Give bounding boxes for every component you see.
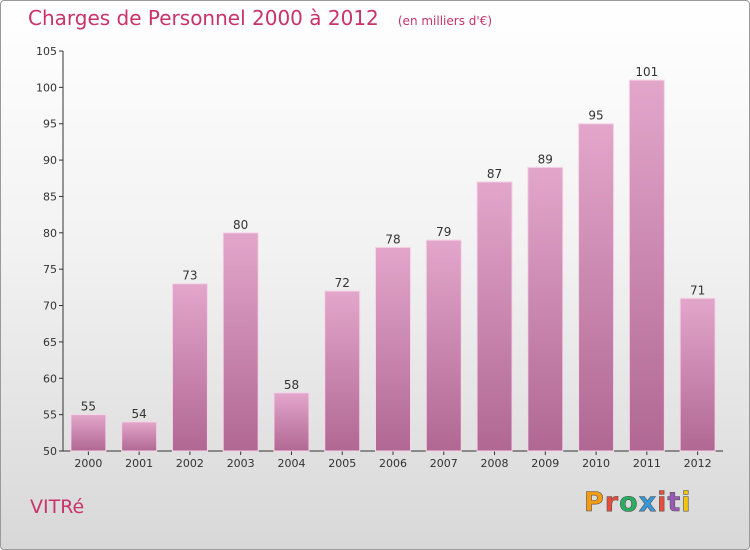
data-label-2005: 72 bbox=[335, 276, 350, 290]
data-label-2012: 71 bbox=[690, 283, 705, 297]
y-tick-label: 85 bbox=[43, 190, 57, 203]
brand-letter: r bbox=[604, 487, 620, 519]
data-label-2011: 101 bbox=[635, 65, 658, 79]
y-tick-label: 55 bbox=[43, 409, 57, 422]
x-tick-label: 2008 bbox=[481, 457, 509, 470]
x-tick-label: 2005 bbox=[328, 457, 356, 470]
brand-letter: o bbox=[619, 487, 639, 519]
bar-2007[interactable] bbox=[425, 239, 462, 452]
bar-2000[interactable] bbox=[70, 414, 107, 452]
y-tick-label: 70 bbox=[43, 300, 57, 313]
chart-bars bbox=[70, 79, 716, 452]
chart-title: Charges de Personnel 2000 à 2012 (en mil… bbox=[28, 6, 492, 30]
bar-2008[interactable] bbox=[476, 181, 513, 452]
data-label-2003: 80 bbox=[233, 218, 248, 232]
bar-2006[interactable] bbox=[375, 246, 411, 452]
bar-2004[interactable] bbox=[273, 392, 310, 452]
chart-labels: 55 54 73 80 58 72 78 79 87 89 95 101 71 bbox=[81, 65, 706, 421]
bar-2001[interactable] bbox=[121, 421, 158, 452]
bar-2002[interactable] bbox=[171, 283, 208, 452]
bar-2011[interactable] bbox=[628, 79, 665, 452]
x-tick-label: 2002 bbox=[176, 457, 204, 470]
bar-2012[interactable] bbox=[679, 297, 716, 452]
x-tick-label: 2003 bbox=[227, 457, 255, 470]
data-label-2004: 58 bbox=[284, 378, 299, 392]
x-tick-label: 2009 bbox=[531, 457, 559, 470]
y-tick-label: 75 bbox=[43, 263, 57, 276]
y-tick-label: 90 bbox=[43, 154, 57, 167]
data-label-2008: 87 bbox=[487, 167, 502, 181]
x-tick-label: 2000 bbox=[74, 457, 102, 470]
y-tick-label: 100 bbox=[36, 81, 57, 94]
y-tick-label: 80 bbox=[43, 227, 57, 240]
bar-2009[interactable] bbox=[527, 166, 564, 452]
data-label-2010: 95 bbox=[588, 109, 603, 123]
brand-letter: i bbox=[657, 487, 668, 519]
data-label-2001: 54 bbox=[132, 407, 147, 421]
x-tick-label: 2006 bbox=[379, 457, 407, 470]
bar-2005[interactable] bbox=[324, 290, 361, 452]
chart-title-main: Charges de Personnel 2000 à 2012 bbox=[28, 6, 379, 30]
x-tick-label: 2007 bbox=[430, 457, 458, 470]
data-label-2000: 55 bbox=[81, 400, 96, 414]
x-tick-label: 2010 bbox=[582, 457, 610, 470]
bar-2010[interactable] bbox=[578, 123, 615, 452]
brand-letter: i bbox=[681, 487, 692, 519]
y-tick-label: 95 bbox=[43, 118, 57, 131]
data-label-2009: 89 bbox=[538, 152, 553, 166]
commune-name: VITRé bbox=[30, 496, 85, 518]
proxiti-logo[interactable]: Proxiti bbox=[584, 487, 692, 519]
y-tick-label: 50 bbox=[43, 445, 57, 458]
x-tick-label: 2011 bbox=[633, 457, 661, 470]
bar-2003[interactable] bbox=[222, 232, 259, 452]
y-tick-label: 105 bbox=[36, 45, 57, 58]
data-label-2002: 73 bbox=[182, 269, 197, 283]
x-tick-label: 2004 bbox=[277, 457, 305, 470]
brand-letter: t bbox=[667, 487, 682, 519]
chart-subtitle: (en milliers d'€) bbox=[397, 14, 492, 28]
brand-letter: x bbox=[638, 487, 658, 519]
chart-axes: 50 55 60 65 70 75 80 85 90 95 100 105 2000 2001 2002 20… bbox=[36, 45, 723, 470]
x-tick-label: 2001 bbox=[125, 457, 153, 470]
data-label-2007: 79 bbox=[436, 225, 451, 239]
x-tick-label: 2012 bbox=[684, 457, 712, 470]
y-tick-label: 65 bbox=[43, 336, 57, 349]
brand-letter: P bbox=[584, 487, 605, 519]
y-tick-label: 60 bbox=[43, 372, 57, 385]
data-label-2006: 78 bbox=[385, 232, 400, 246]
